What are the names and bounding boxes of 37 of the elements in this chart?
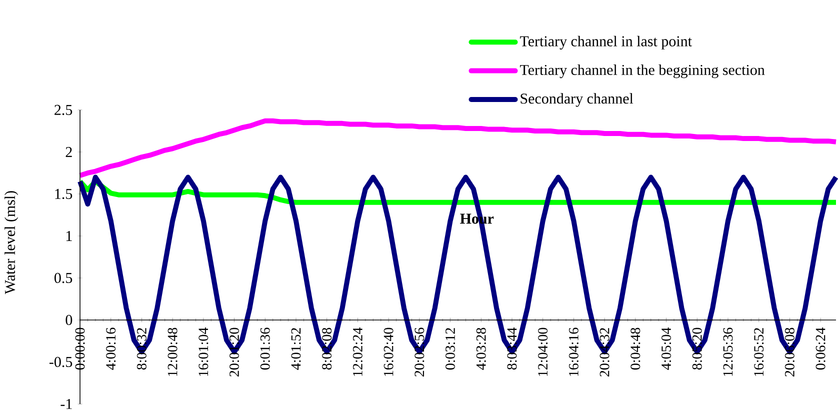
x-tick-label: 16:01:04 [198,328,208,376]
x-tick-label: 4:03:28 [476,328,486,370]
legend-label: Tertiary channel in last point [520,36,692,50]
y-tick-label: 2.5 [54,104,72,116]
x-tick-label: 0:00:00 [75,328,85,370]
x-tick-label: 12:04:00 [538,328,548,376]
x-tick-label: 20:01:20 [230,328,240,376]
y-tick-label: 1 [66,231,72,241]
y-tick-label: 2 [66,147,72,157]
y-tick-label: 0 [66,314,72,326]
x-tick-label: 0:03:12 [446,328,456,370]
x-tick-label: 8:00:32 [136,328,146,370]
x-tick-label: 20:02:56 [414,328,424,376]
x-tick-label: 0:04:48 [630,328,640,370]
x-tick-label: 0:06:24 [816,328,826,370]
x-tick-label: 8:02:08 [322,328,332,370]
legend-label: Tertiary channel in the beggining section [520,64,765,78]
x-tick-label: 20:06:08 [784,328,794,376]
x-tick-label: 12:05:36 [723,328,733,376]
y-tick-label: 0.5 [54,272,72,284]
x-tick-label: 8:05:20 [692,328,702,370]
x-tick-label: 16:05:52 [754,328,764,376]
x-tick-label: 16:04:16 [568,328,578,376]
legend-label: Secondary channel [520,93,634,107]
x-tick-label: 4:00:16 [106,328,116,370]
y-axis-title: Water level (msl) [4,191,18,294]
x-tick-label: 20:04:32 [600,328,610,376]
y-tick-label: 1.5 [55,188,72,200]
y-tick-label: -0.5 [49,356,72,368]
x-tick-label: 4:05:04 [662,328,672,370]
x-tick-label: 12:00:48 [168,328,178,376]
x-tick-label: 0:01:36 [260,328,270,370]
y-tick-label: -1 [60,399,72,409]
x-tick-label: 16:02:40 [384,328,394,376]
x-tick-label: 8:03:44 [507,328,517,370]
x-tick-label: 12:02:24 [352,328,362,376]
x-tick-label: 4:01:52 [291,328,301,370]
